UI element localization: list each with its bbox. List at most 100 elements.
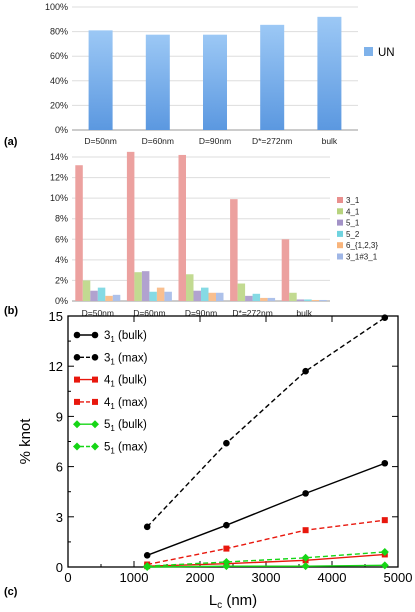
a-ytick-label: 40% — [50, 76, 68, 86]
b-bar — [237, 283, 246, 301]
c-series-line — [147, 553, 385, 567]
c-xtick-label: 2000 — [186, 570, 215, 585]
b-bar — [164, 291, 172, 301]
c-legend-label: 41 (bulk) — [104, 375, 147, 389]
b-bar — [230, 199, 238, 301]
c-xtick-label: 0 — [64, 570, 71, 585]
c-data-point — [380, 547, 389, 556]
b-legend-label: 5_1 — [346, 219, 360, 228]
b-legend-swatch — [337, 197, 343, 203]
b-category-label: D=90nm — [185, 308, 217, 318]
c-data-point — [302, 490, 309, 497]
a-category-label: D=90nm — [199, 136, 231, 146]
b-legend-label: 3_1#3_1 — [346, 253, 378, 262]
a-ytick-label: 60% — [50, 51, 68, 61]
c-data-point — [381, 314, 389, 321]
a-ytick-label: 100% — [45, 2, 68, 12]
b-bar — [186, 274, 194, 301]
c-data-point — [301, 553, 310, 562]
b-legend-swatch — [337, 208, 343, 215]
c-data-point — [223, 439, 230, 447]
b-bar — [90, 290, 98, 301]
b-bar — [178, 154, 186, 301]
c-legend-label: 31 (bulk) — [104, 330, 147, 344]
a-ytick-label: 0% — [55, 125, 68, 135]
b-bar — [289, 292, 297, 301]
a-ytick-label: 20% — [50, 100, 68, 110]
b-legend-swatch — [337, 230, 343, 237]
c-legend-marker — [73, 331, 81, 339]
c-series-line — [146, 317, 386, 528]
b-bar — [141, 271, 150, 301]
b-bar — [134, 272, 142, 301]
b-bar — [311, 299, 320, 301]
b-legend-label: 5_2 — [346, 230, 360, 239]
panel-a-chart: 0% 20% 40% 60% 80% 100% D=50nm D=60nm D=90nm D*=2… — [4, 2, 395, 148]
b-bar — [126, 151, 135, 301]
c-legend-marker — [73, 354, 81, 361]
a-legend-swatch — [364, 47, 373, 56]
b-ytick-label: 0% — [55, 296, 68, 306]
b-bar — [260, 297, 268, 301]
b-bar — [82, 280, 91, 301]
c-legend-label: 51 (bulk) — [104, 419, 147, 433]
b-ytick-label: 10% — [50, 193, 68, 203]
c-data-point — [301, 562, 310, 571]
c-data-point — [381, 517, 388, 524]
c-data-point — [302, 527, 309, 534]
c-legend-marker — [91, 331, 99, 339]
b-legend-label: 4_1 — [346, 207, 360, 216]
c-series-line — [146, 462, 386, 556]
c-xtick-label: 4000 — [318, 570, 347, 585]
b-ytick-label: 4% — [55, 255, 68, 265]
c-ytick-label: 6 — [56, 460, 63, 475]
b-bar — [112, 294, 121, 301]
a-bar — [145, 34, 170, 130]
b-legend-swatch — [337, 219, 343, 226]
b-ytick-label: 8% — [55, 214, 68, 224]
b-category-label: D*=272nm — [232, 308, 272, 318]
c-data-point — [381, 459, 389, 467]
b-ytick-label: 2% — [55, 275, 68, 285]
b-panel-label: (b) — [4, 305, 18, 317]
b-bar — [252, 293, 261, 301]
c-data-point — [143, 523, 151, 531]
c-data-point — [222, 557, 231, 566]
c-series-line — [147, 519, 385, 566]
c-xtick-label: 3000 — [252, 570, 281, 585]
c-xtick-label: 1000 — [120, 570, 149, 585]
a-legend-label: UN — [378, 47, 395, 59]
c-data-point — [380, 561, 389, 570]
c-data-point — [223, 545, 230, 552]
c-legend-marker — [91, 420, 99, 429]
c-legend-label: 41 (max) — [104, 397, 148, 411]
c-ytick-label: 9 — [56, 409, 63, 424]
b-bar — [105, 295, 113, 301]
panel-b-chart: 0% 2% 4% 6% 8% 10% 12% 14% D=50nm D=60nm D=90nm D*=… — [4, 151, 378, 318]
a-bar — [260, 24, 285, 130]
c-legend-marker — [74, 376, 80, 383]
a-bar — [317, 16, 342, 131]
c-data-point — [143, 551, 151, 559]
c-ylabel: % knot — [17, 418, 34, 465]
c-panel-label: (c) — [4, 586, 18, 598]
c-ytick-label: 12 — [49, 359, 63, 374]
b-bar — [216, 292, 224, 301]
b-legend-label: 3_1 — [346, 196, 360, 205]
b-ytick-label: 14% — [50, 152, 68, 162]
panel-c-chart: 0 1000 2000 3000 4000 5000 0 3 6 9 12 15 Lc (nm) % kn… — [4, 309, 412, 611]
a-ytick-label: 80% — [50, 27, 68, 37]
c-xtick-label: 5000 — [384, 570, 413, 585]
b-bar — [201, 287, 209, 301]
b-bar — [281, 239, 290, 301]
b-legend-label: 6_{1,2,3} — [346, 241, 378, 250]
c-data-point — [143, 562, 152, 571]
b-legend-swatch — [337, 253, 343, 260]
b-bar — [149, 291, 157, 301]
c-ytick-label: 15 — [49, 309, 63, 324]
a-bar — [88, 30, 113, 130]
c-legend-label: 51 (max) — [104, 442, 148, 456]
c-legend-marker — [74, 398, 80, 405]
c-data-point — [222, 562, 231, 571]
